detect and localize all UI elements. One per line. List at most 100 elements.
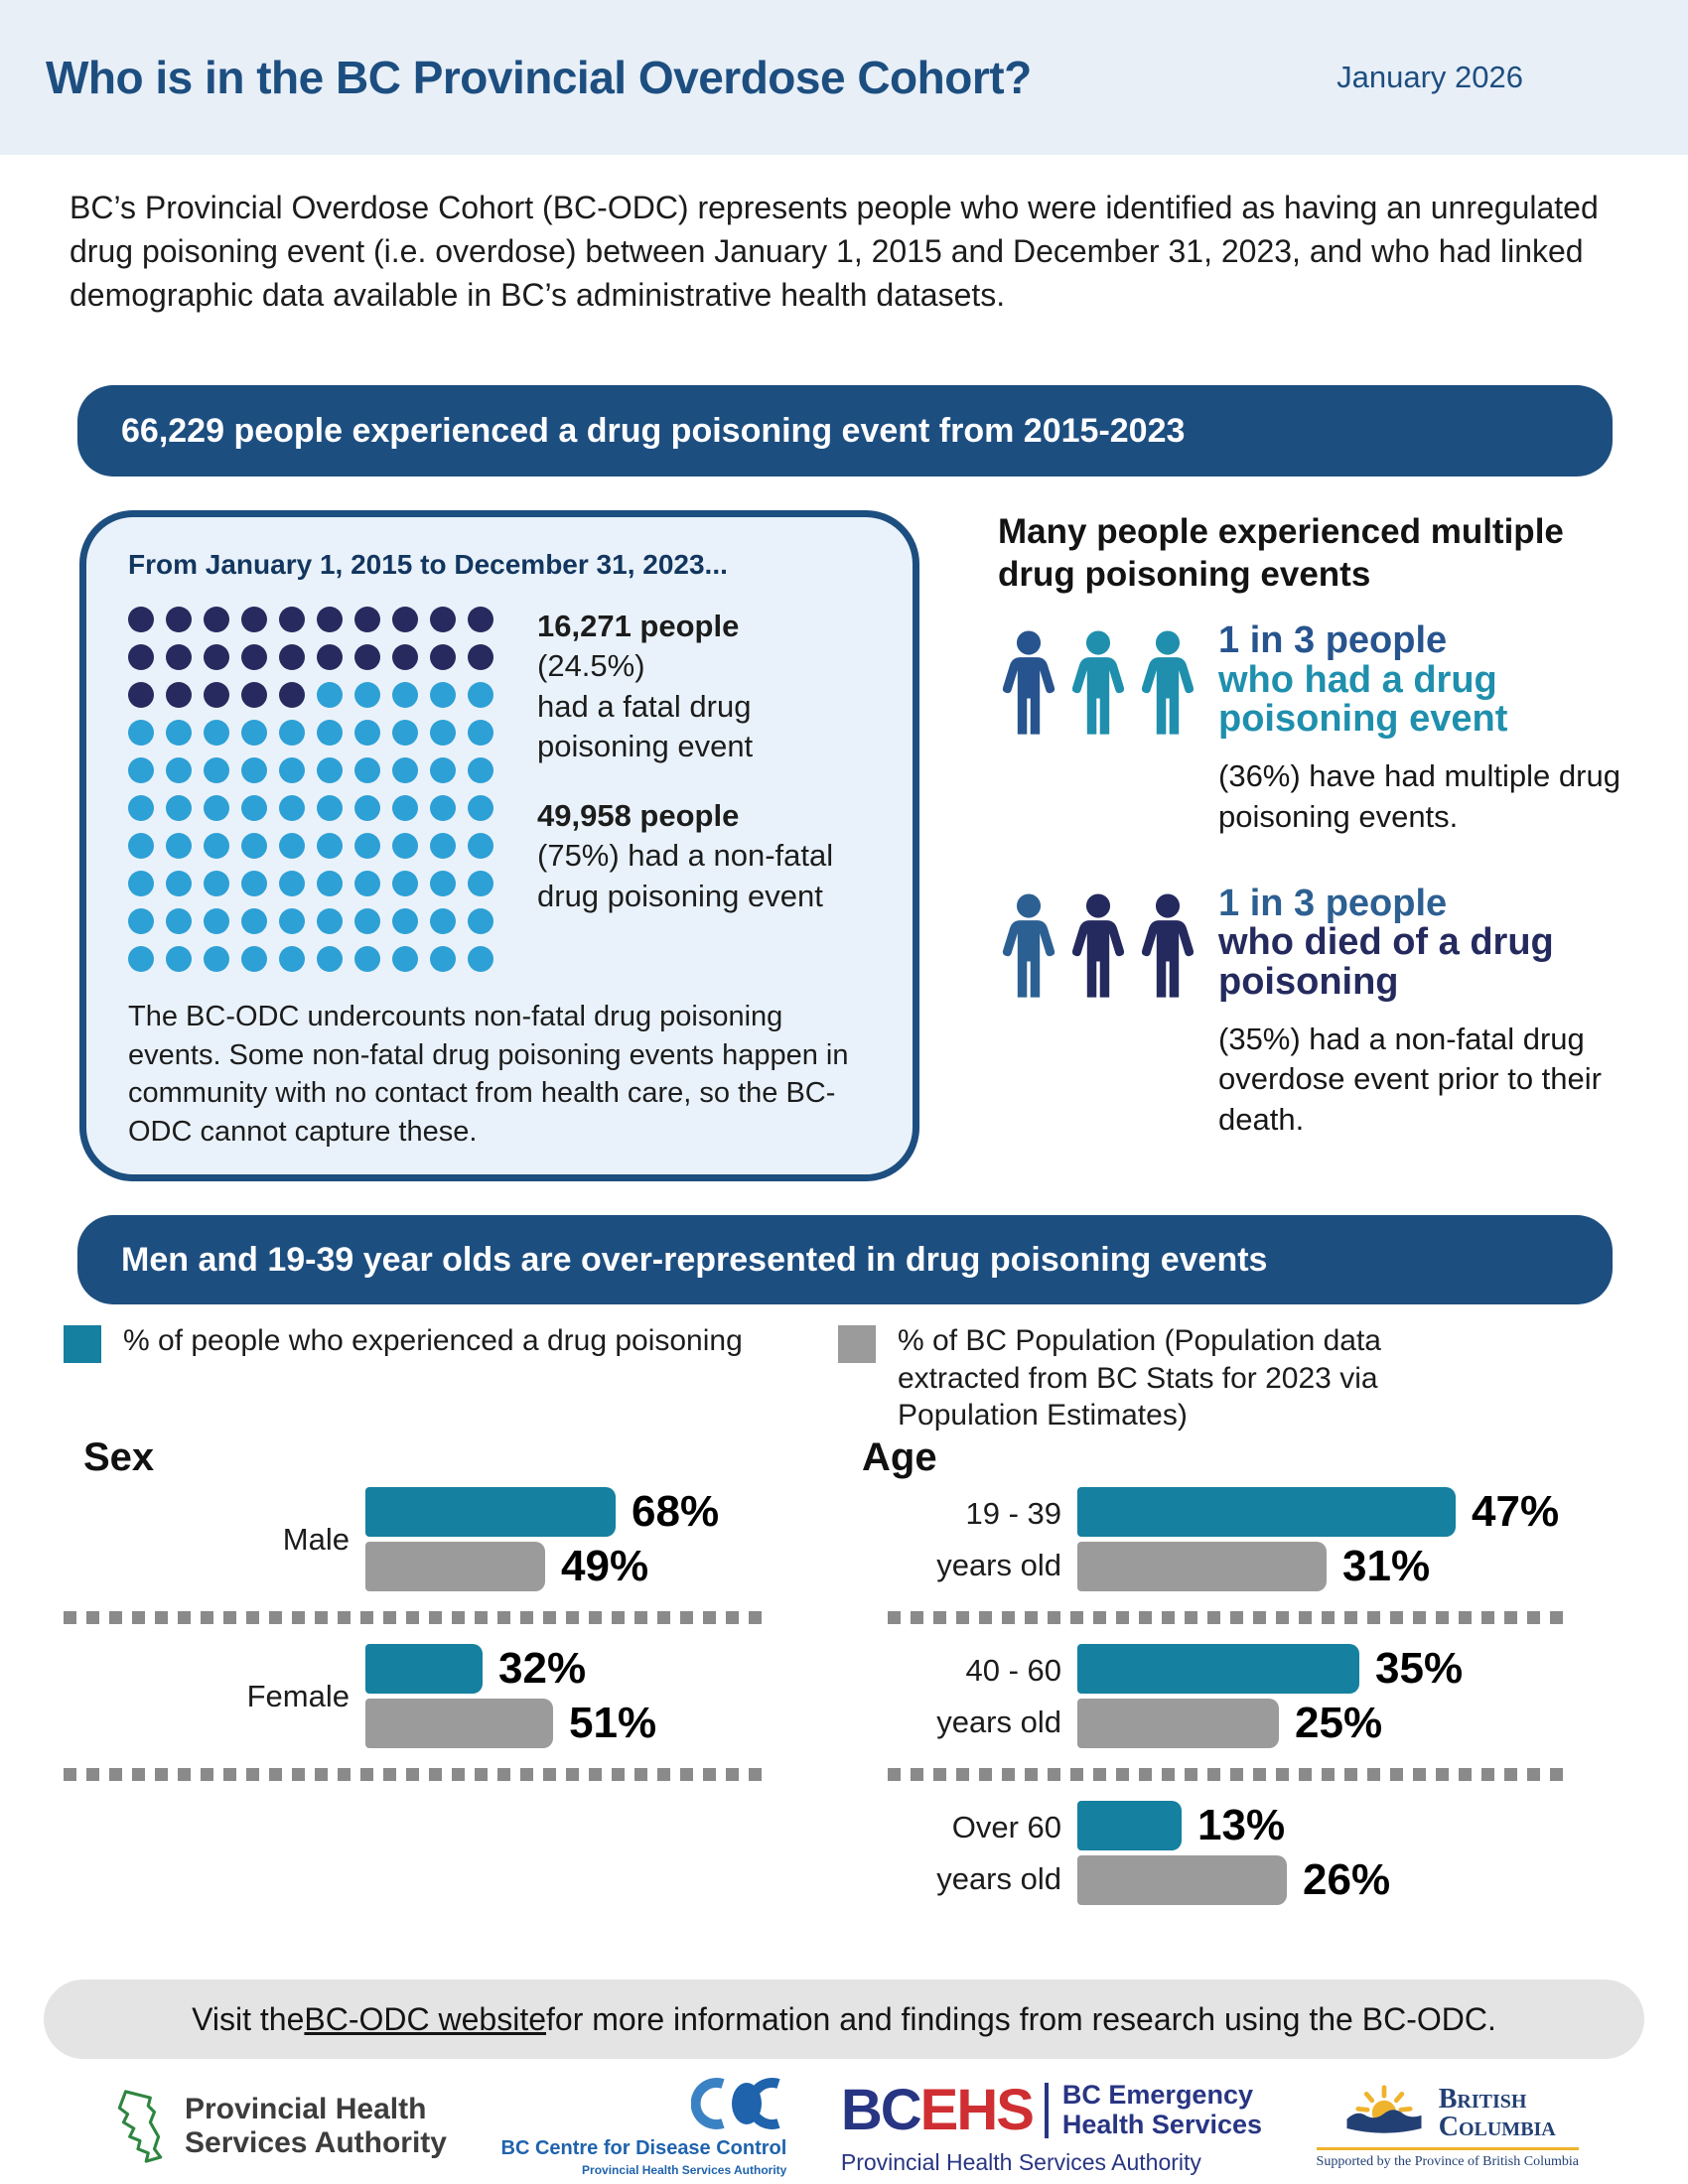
bcehs-wordmark: BC EHS BC Emergency Health Services [841,2077,1262,2143]
nonfatal-dot [430,795,456,821]
bar-pair: 47% 31% [1077,1487,1559,1591]
sex-chart: Male 68% 49% Female 32% 51% [64,1487,769,1801]
nonfatal-dot [430,682,456,708]
bar-line: 47% [1077,1487,1559,1537]
bar-pair: 13% 26% [1077,1801,1390,1905]
nonfatal-dot [468,757,493,783]
nonfatal-dot [392,871,418,896]
panel-title: From January 1, 2015 to December 31, 202… [128,549,728,580]
nonfatal-dot [166,720,192,746]
bar-population [365,1699,553,1748]
fatal-dot [430,607,456,632]
nonfatal-dot [468,946,493,972]
bar-line: 25% [1077,1699,1463,1748]
nonfatal-dot [430,946,456,972]
fatal-dot [128,682,154,708]
fatal-nonfatal-panel: From January 1, 2015 to December 31, 202… [79,510,919,1181]
bcgov-top: British Columbia [1339,2084,1556,2143]
bar-category-label-line: Female [246,1678,350,1713]
bc-odc-website-link[interactable]: BC-ODC website [304,2000,546,2037]
bcgov-name: British Columbia [1439,2085,1556,2141]
bcehs-bc-text: BC [840,2078,922,2142]
nonfatal-dot [128,871,154,896]
panel-stats: 16,271 people (24.5%) had a fatal drug p… [537,607,845,972]
dotted-separator [888,1768,1563,1781]
fatal-dot [241,682,267,708]
nonfatal-dot [128,757,154,783]
bcehs-line1: BC Emergency [1061,2079,1253,2110]
legend-item-population: % of BC Population (Population data extr… [838,1322,1483,1434]
phsa-logo: Provincial Health Services Authority [109,2085,447,2168]
nonfatal-dot [354,757,380,783]
legend-swatch-teal [64,1325,101,1363]
fatal-dot [279,644,305,670]
fatal-dot [204,644,229,670]
fatal-dot [128,644,154,670]
footer-text-before: Visit the [192,2000,305,2037]
nonfatal-dot [204,757,229,783]
nonfatal-dot [468,908,493,934]
nonfatal-dot [430,908,456,934]
fatal-description: had a fatal drug poisoning event [537,688,754,763]
bar-value-label: 13% [1197,1801,1286,1849]
legend-swatch-gray [838,1325,876,1363]
fatal-percent: (24.5%) [537,648,645,684]
fatal-dot [204,682,229,708]
bar-category-label-line: Over 60 [951,1809,1061,1844]
nonfatal-dot [279,795,305,821]
nonfatal-dot [392,795,418,821]
bar-category-label: Female [64,1644,365,1748]
multiple-events-section: Many people experienced multiple drug po… [998,511,1658,1140]
panel-caption: The BC-ODC undercounts non-fatal drug po… [128,1001,849,1148]
fatal-dot [468,607,493,632]
nonfatal-dot [317,720,343,746]
group-stat-line2: who had a drug poisoning event [1218,658,1508,741]
legend-label: % of people who experienced a drug poiso… [123,1324,743,1357]
fatal-dot [279,682,305,708]
bc-sunrise-icon [1346,2084,1422,2133]
bar-value-label: 25% [1295,1699,1383,1747]
bar-value-label: 32% [498,1644,587,1693]
group-note: (36%) have had multiple drug poisoning e… [1218,758,1620,834]
chart-legend: % of people who experienced a drug poiso… [64,1322,1642,1434]
nonfatal-count: 49,958 people [537,798,740,834]
nonfatal-dot [128,946,154,972]
nonfatal-dot [241,757,267,783]
bar-category-label: Over 60 years old [888,1801,1077,1905]
nonfatal-dot [430,833,456,859]
multiple-events-heading: Many people experienced multiple drug po… [998,512,1564,594]
bar-pair: 68% 49% [365,1487,719,1591]
person-icon [1071,893,1125,998]
bar-value-label: 26% [1303,1855,1391,1904]
nonfatal-dot [317,833,343,859]
nonfatal-dot [204,720,229,746]
bccdc-cdc-icon [691,2078,780,2129]
nonfatal-dot [354,795,380,821]
bar-population [1077,1699,1279,1748]
bccdc-subtitle: Provincial Health Services Authority [582,2163,787,2177]
nonfatal-dot [468,795,493,821]
fatal-dot [354,644,380,670]
bcehs-divider [1044,2082,1049,2138]
nonfatal-dot [279,757,305,783]
phsa-logo-text: Provincial Health Services Authority [185,2093,447,2161]
bar-value-label: 31% [1342,1542,1431,1590]
dotted-separator [64,1768,769,1781]
publication-date: January 2026 [1336,60,1523,94]
waffle-dot-grid [128,607,493,972]
bar-category-label-line: years old [936,1547,1061,1582]
nonfatal-dot [166,757,192,783]
phsa-line1: Provincial Health [185,2092,427,2125]
bar-value-label: 68% [632,1487,720,1536]
page-title: Who is in the BC Provincial Overdose Coh… [46,52,1032,103]
bcehs-logo: BC EHS BC Emergency Health Services Prov… [841,2077,1262,2176]
bar-row-19-39-years-old: 19 - 39 years old 47% 31% [888,1487,1563,1591]
bar-line: 13% [1077,1801,1390,1850]
bar-line: 31% [1077,1542,1559,1591]
bar-value-label: 49% [561,1542,649,1590]
bar-line: 68% [365,1487,719,1537]
nonfatal-dot [392,757,418,783]
bc-government-logo: British Columbia Supported by the Provin… [1316,2084,1579,2170]
person-icon [1141,893,1195,998]
fatal-dot [241,644,267,670]
